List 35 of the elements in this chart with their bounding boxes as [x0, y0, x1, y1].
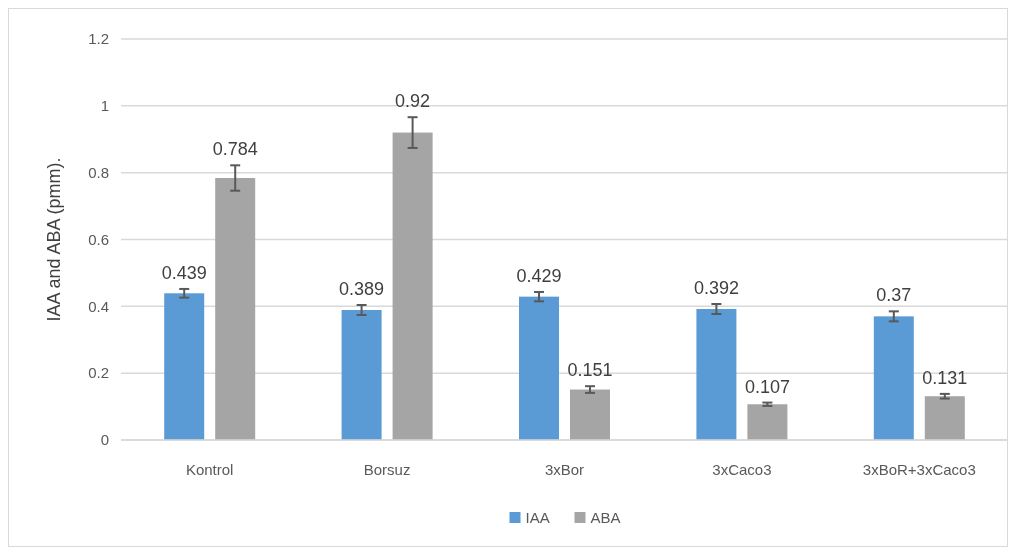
data-label: 0.131 [922, 367, 968, 388]
data-label: 0.37 [876, 285, 912, 306]
bar [164, 293, 205, 440]
data-label: 0.151 [567, 360, 613, 381]
bar [341, 310, 382, 440]
bar [392, 132, 433, 440]
x-tick-label: Borsuz [363, 461, 411, 478]
x-tick-label: Kontrol [185, 461, 234, 478]
y-tick-label: 0 [100, 431, 109, 449]
y-tick-label: 0.4 [88, 297, 109, 315]
y-tick-label: 1.2 [88, 30, 109, 48]
bar [215, 178, 256, 440]
bar [924, 396, 965, 440]
bar [696, 309, 737, 440]
data-label: 0.107 [744, 376, 790, 397]
x-tick-label: 3xBor [544, 461, 585, 478]
y-axis-title: IAA and ABA (pmm). [44, 157, 64, 322]
data-label: 0.392 [693, 277, 739, 298]
bar [747, 404, 788, 440]
y-tick-label: 0.6 [88, 230, 109, 248]
y-tick-label: 0.2 [88, 364, 109, 382]
bar [873, 316, 914, 440]
data-label: 0.429 [516, 265, 562, 286]
x-tick-label: 3xCaco3 [712, 461, 772, 478]
bar [570, 389, 610, 440]
y-tick-label: 0.8 [88, 163, 109, 181]
y-tick-label: 1 [100, 97, 109, 115]
legend-label: ABA [590, 509, 621, 527]
data-label: 0.92 [395, 91, 431, 112]
bar [519, 296, 559, 440]
data-label: 0.439 [161, 262, 207, 283]
data-label: 0.784 [212, 139, 258, 160]
data-label: 0.389 [339, 279, 385, 299]
x-tick-label: 3xBoR+3xCaco3 [862, 461, 976, 478]
legend-label: IAA [525, 509, 550, 527]
